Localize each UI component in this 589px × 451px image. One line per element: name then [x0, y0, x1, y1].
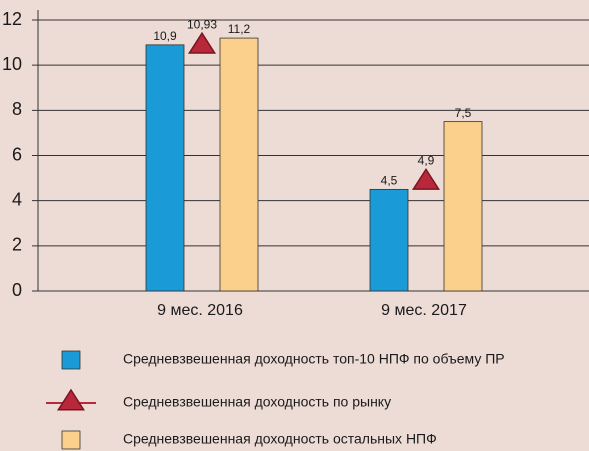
y-tick-label: 12: [2, 9, 22, 29]
value-label: 11,2: [228, 22, 251, 36]
bar: [369, 188, 409, 292]
x-tick-label: 9 мес. 2017: [381, 302, 467, 319]
marker: [187, 31, 217, 54]
marker: [411, 167, 441, 190]
y-tick-label: 2: [12, 235, 22, 255]
legend-label: Средневзвешенная доходность топ-10 НПФ п…: [123, 351, 505, 367]
bar: [219, 37, 259, 292]
legend-marker: [56, 388, 86, 411]
bar: [443, 121, 483, 292]
y-tick-label: 10: [2, 54, 22, 74]
y-tick-label: 0: [12, 280, 22, 300]
legend-label: Средневзвешенная доходность по рынку: [123, 394, 391, 410]
y-tick-label: 6: [12, 144, 22, 164]
value-label: 4,9: [418, 154, 435, 168]
y-tick-label: 8: [12, 99, 22, 119]
value-label: 4,5: [381, 174, 398, 188]
legend-swatch: [61, 350, 81, 370]
x-tick-label: 9 мес. 2016: [157, 302, 243, 319]
legend-swatch: [61, 430, 81, 450]
bar: [145, 44, 185, 292]
legend-label: Средневзвешенная доходность остальных НП…: [123, 431, 437, 447]
value-label: 7,5: [455, 106, 472, 120]
value-label: 10,93: [187, 17, 217, 31]
value-label: 10,9: [153, 29, 177, 43]
y-tick-label: 4: [12, 189, 22, 209]
